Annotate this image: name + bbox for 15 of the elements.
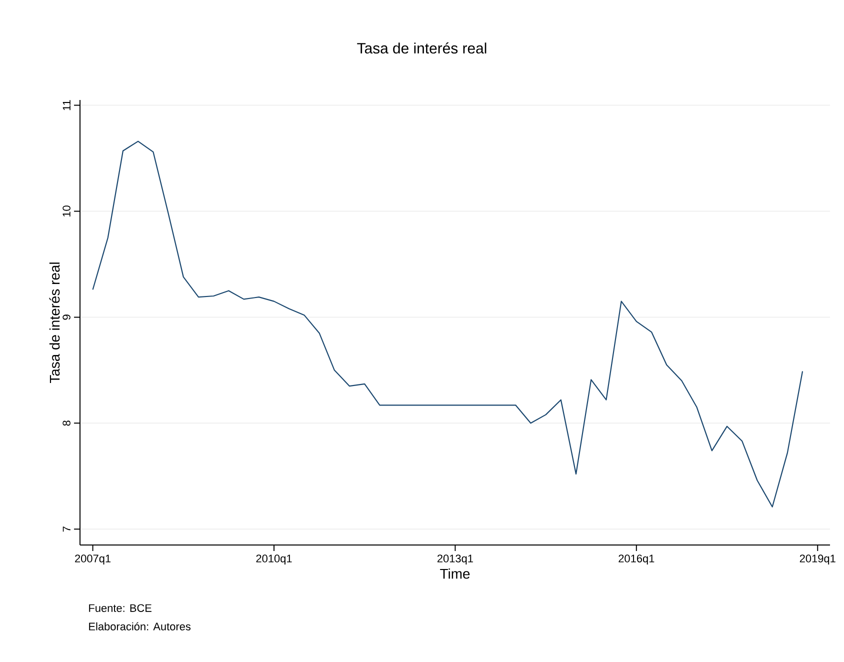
x-tick-label: 2016q1	[618, 554, 654, 565]
x-axis-title: Time	[440, 568, 470, 579]
chart-title: Tasa de interés real	[357, 42, 486, 54]
y-tick-label: 8	[62, 420, 70, 426]
y-tick-label: 7	[62, 526, 70, 532]
y-tick-label: 10	[62, 206, 70, 217]
y-tick-label: 9	[62, 314, 70, 320]
x-tick-label: 2019q1	[800, 554, 836, 565]
source-note: Fuente: BCE	[89, 604, 152, 612]
y-tick-label: 11	[62, 100, 70, 110]
x-tick-label: 2013q1	[437, 554, 473, 565]
x-tick-label: 2007q1	[75, 554, 111, 565]
text: Elaboración: Autores	[89, 622, 191, 630]
x-tick-label: 2010q1	[256, 554, 292, 565]
y-axis-title: Tasa de interés real	[49, 262, 60, 384]
